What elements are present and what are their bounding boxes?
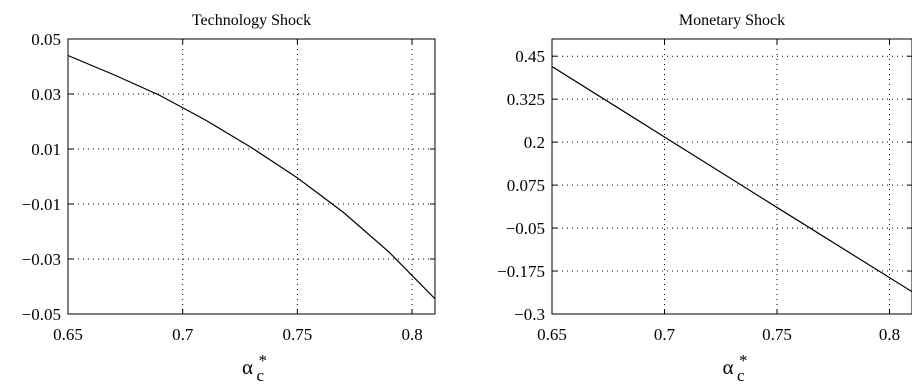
y-tick-label: −0.05	[506, 219, 545, 238]
x-tick-label: 0.8	[401, 325, 422, 344]
x-tick-label: 0.65	[537, 325, 567, 344]
series-line	[552, 65, 912, 293]
chart-title: Technology Shock	[192, 12, 311, 29]
y-tick-label: −0.175	[497, 262, 545, 281]
y-tick-label: 0.01	[31, 140, 61, 159]
series-line	[68, 54, 435, 300]
x-axis-label-superscript: *	[739, 351, 748, 370]
x-tick-label: 0.8	[879, 325, 900, 344]
y-tick-label: 0.03	[31, 85, 61, 104]
x-tick-label: 0.75	[762, 325, 792, 344]
x-tick-label: 0.75	[283, 325, 313, 344]
x-axis-label-symbol: α	[242, 355, 253, 379]
x-tick-label: 0.7	[654, 325, 676, 344]
x-tick-label: 0.7	[172, 325, 194, 344]
y-tick-label: 0.075	[507, 176, 545, 195]
y-tick-label: −0.01	[22, 195, 61, 214]
chart-title: Monetary Shock	[679, 12, 785, 29]
technology-shock-panel: Technology Shock 0.65 0.7 0.75 0.8 −0.05 −0.03…	[22, 12, 436, 385]
monetary-shock-panel: Monetary Shock 0.65 0.7 0.75 0.8 −0.3 −0.175 −0…	[497, 12, 912, 385]
plot-frame	[551, 38, 912, 315]
y-tick-label: 0.325	[507, 90, 545, 109]
x-tick-label: 0.65	[53, 325, 83, 344]
x-axis-label-symbol: α	[722, 355, 733, 379]
y-tick-label: −0.03	[22, 250, 61, 269]
plot-frame	[67, 38, 436, 315]
y-tick-label: 0.45	[515, 47, 545, 66]
y-tick-label: −0.05	[22, 305, 61, 324]
x-axis-label-subscript: c	[257, 366, 265, 385]
y-tick-label: 0.2	[524, 133, 545, 152]
y-tick-label: −0.3	[514, 305, 545, 324]
x-axis-label: α c*	[242, 351, 267, 385]
x-axis-label: α c*	[722, 351, 747, 385]
x-axis-label-subscript: c	[737, 366, 745, 385]
y-tick-label: 0.05	[31, 30, 61, 49]
x-axis-label-superscript: *	[259, 351, 268, 370]
